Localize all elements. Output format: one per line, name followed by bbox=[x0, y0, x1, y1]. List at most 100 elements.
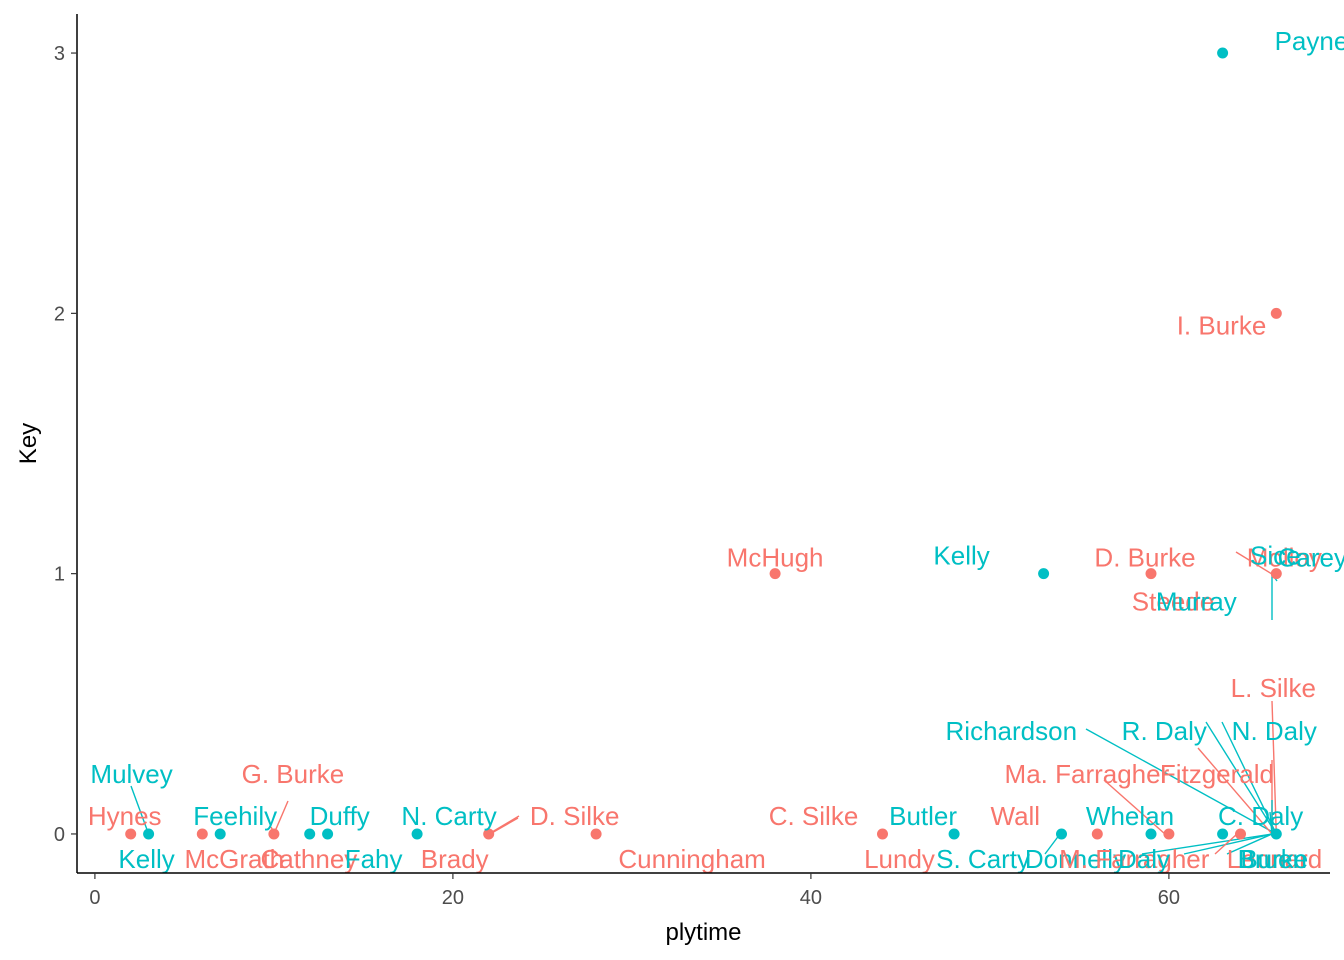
point-label: Murray bbox=[1156, 587, 1237, 617]
scatter-point bbox=[125, 828, 137, 840]
scatter-point bbox=[1270, 307, 1282, 319]
label-leader-line bbox=[1085, 728, 1277, 835]
label-leader-line bbox=[1235, 551, 1273, 575]
point-label: McHugh bbox=[727, 543, 824, 573]
data-points bbox=[125, 47, 1282, 840]
x-tick-label: 40 bbox=[800, 887, 822, 909]
point-label: Payne bbox=[1275, 26, 1344, 56]
label-leader-line bbox=[1103, 779, 1166, 835]
label-leader-line bbox=[488, 815, 520, 835]
scatter-point bbox=[268, 828, 280, 840]
label-leader-line bbox=[1226, 833, 1273, 855]
point-label: Hynes bbox=[88, 801, 162, 831]
point-label: Leonard bbox=[1227, 844, 1322, 874]
scatter-point bbox=[411, 828, 423, 840]
point-label: Carey bbox=[1278, 543, 1344, 573]
point-label: Richardson bbox=[946, 716, 1078, 746]
scatter-point bbox=[877, 828, 888, 840]
point-label: Mulvey bbox=[90, 759, 172, 789]
scatter-point bbox=[1145, 828, 1157, 840]
scatter-point bbox=[196, 828, 208, 840]
scatter-point bbox=[304, 828, 316, 840]
x-axis-ticks: 0 20 40 60 bbox=[89, 873, 1180, 909]
y-axis-title: Key bbox=[15, 423, 42, 464]
point-label: N. Daly bbox=[1232, 716, 1317, 746]
point-label: Donnelly bbox=[1025, 844, 1126, 874]
scatter-point bbox=[1145, 568, 1157, 580]
point-label: Daly bbox=[1118, 844, 1170, 874]
point-label: Feehily bbox=[193, 801, 277, 831]
point-label: G. Burke bbox=[242, 759, 345, 789]
point-label: Brady bbox=[421, 844, 489, 874]
point-label: Steede bbox=[1132, 587, 1214, 617]
point-label: Kelly bbox=[933, 541, 989, 571]
point-label: Bruen bbox=[1238, 844, 1307, 874]
scatter-point bbox=[1235, 828, 1246, 840]
point-label: Butler bbox=[889, 801, 957, 831]
point-labels: Payne I. Burke McHugh Kelly D. Burke Steede Mo… bbox=[88, 26, 1344, 874]
point-label: Cunningham bbox=[618, 844, 765, 874]
label-leader-line bbox=[1269, 811, 1273, 835]
axes: 0 20 40 60 0 1 2 3 bbox=[54, 14, 1330, 909]
scatter-point bbox=[1217, 828, 1229, 840]
scatter-point bbox=[483, 828, 495, 840]
x-tick-label: 20 bbox=[442, 887, 464, 909]
point-label: Lundy bbox=[864, 844, 935, 874]
label-leader-line bbox=[130, 785, 150, 835]
x-tick-label: 0 bbox=[89, 887, 100, 909]
label-leader-line bbox=[1271, 700, 1277, 834]
scatter-point bbox=[1163, 828, 1175, 840]
point-label: Wall bbox=[991, 801, 1041, 831]
point-label: D. Silke bbox=[530, 801, 620, 831]
point-label: C. Daly bbox=[1218, 801, 1303, 831]
point-label: Cathney bbox=[260, 844, 357, 874]
scatter-point bbox=[1056, 828, 1067, 840]
point-label: Fahy bbox=[345, 844, 403, 874]
scatter-point bbox=[1217, 47, 1229, 59]
scatter-point bbox=[214, 828, 226, 840]
point-label: McGrath bbox=[184, 844, 284, 874]
scatter-point bbox=[1270, 568, 1282, 580]
scatter-point bbox=[143, 828, 155, 840]
label-leader-line bbox=[273, 800, 289, 835]
label-leader-lines bbox=[130, 551, 1278, 855]
scatter-point bbox=[1038, 568, 1050, 580]
y-tick-label: 2 bbox=[54, 303, 65, 325]
point-label: D. Burke bbox=[1094, 543, 1195, 573]
point-label: Sice bbox=[1250, 541, 1301, 571]
label-leader-line bbox=[489, 817, 519, 835]
scatter-point bbox=[1091, 828, 1103, 840]
label-leader-line bbox=[1221, 721, 1277, 835]
point-label: Molloy bbox=[1247, 543, 1322, 573]
label-leader-line bbox=[1141, 833, 1273, 855]
x-axis-title: plytime bbox=[665, 919, 741, 946]
scatter-point bbox=[1270, 828, 1282, 840]
label-leader-line bbox=[1183, 833, 1273, 855]
point-label: R. Daly bbox=[1122, 716, 1207, 746]
point-label: M. Farragher bbox=[1059, 844, 1210, 874]
y-tick-label: 1 bbox=[54, 564, 65, 586]
point-label: L. Silke bbox=[1231, 673, 1316, 703]
scatter-point bbox=[948, 828, 960, 840]
point-label: Fitzgerald bbox=[1160, 759, 1274, 789]
label-leader-line bbox=[1197, 747, 1273, 835]
point-label: Ma. Farragher bbox=[1005, 759, 1170, 789]
scatter-point bbox=[769, 568, 781, 580]
label-leader-line bbox=[1205, 721, 1277, 835]
point-label: I. Burke bbox=[1177, 310, 1267, 340]
point-label: Kelly bbox=[118, 844, 174, 874]
point-label: Duffy bbox=[310, 801, 370, 831]
point-label: C. Silke bbox=[769, 801, 859, 831]
point-label: N. Carty bbox=[401, 801, 496, 831]
scatter-point bbox=[590, 828, 602, 840]
point-label: Burke bbox=[1240, 844, 1308, 874]
y-tick-label: 0 bbox=[54, 824, 65, 846]
scatter-point bbox=[322, 828, 334, 840]
x-tick-label: 60 bbox=[1158, 887, 1180, 909]
label-leader-line bbox=[1214, 833, 1238, 855]
point-label: Whelan bbox=[1086, 801, 1174, 831]
y-axis-ticks: 0 1 2 3 bbox=[54, 43, 77, 846]
point-label: S. Carty bbox=[936, 844, 1030, 874]
y-tick-label: 3 bbox=[54, 43, 65, 65]
